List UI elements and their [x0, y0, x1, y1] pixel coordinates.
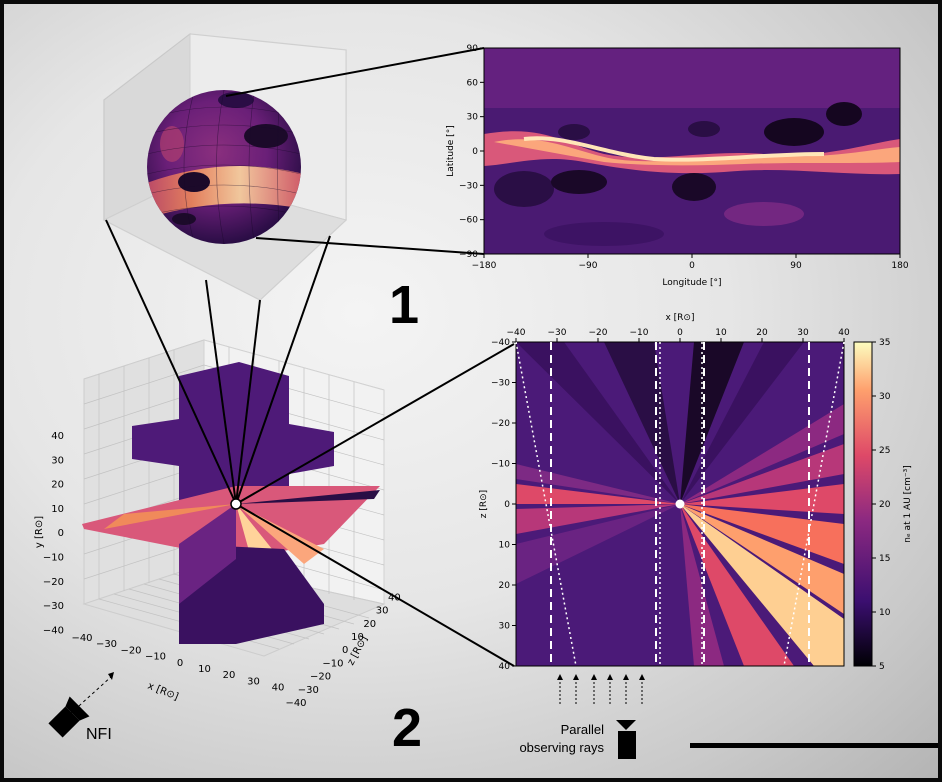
colorbar [853, 341, 873, 667]
slice-ytick-label: 30 [499, 622, 511, 632]
latlon-ytick-label: 90 [467, 44, 479, 54]
latlon-heatmap [483, 47, 901, 255]
cube-ytick-label: −40 [43, 625, 64, 636]
cube-ytick-label: 10 [51, 504, 64, 515]
cube-zlabel: z [R⊙] [346, 634, 371, 667]
slice-ytick-label: 10 [499, 541, 511, 551]
latlon-ylabel: Latitude [°] [446, 125, 456, 176]
nfi-camera-icon [48, 696, 90, 738]
slice-xtick-label: −10 [630, 328, 649, 338]
rays-label-line1: Parallel [560, 722, 604, 737]
cube-3d-axes: 403020100−10−20−30−40−40−30−20−100102030… [43, 431, 401, 709]
slice-xtick-label: 30 [797, 328, 809, 338]
cube-xtick-label: 0 [177, 658, 183, 669]
cube-ytick-label: 30 [51, 455, 64, 466]
slice-xlabel: x [R⊙] [665, 313, 694, 323]
cube-ztick-label: −20 [310, 672, 331, 683]
slice-xtick-label: 10 [715, 328, 727, 338]
slice-xtick-label: −30 [548, 328, 567, 338]
cube-ytick-label: 20 [51, 480, 64, 491]
slice-xtick-label: 20 [756, 328, 768, 338]
slice-cube-3d [82, 219, 515, 667]
slice-ylabel: z [R⊙] [479, 490, 489, 518]
cube-ytick-label: −30 [43, 601, 64, 612]
latlon-xtick-label: −90 [579, 261, 598, 271]
cube-ytick-label: 0 [58, 528, 64, 539]
camera-icon [616, 720, 636, 759]
cube-xtick-label: −10 [145, 652, 166, 663]
divider-bar [690, 743, 938, 748]
latlon-ytick-label: 30 [467, 113, 479, 123]
latlon-xtick-label: −180 [472, 261, 497, 271]
latlon-xlabel: Longitude [°] [662, 278, 721, 288]
camera-label: NFI [86, 726, 112, 743]
cube-ztick-label: 20 [363, 619, 376, 630]
latlon-ytick-label: 60 [467, 78, 479, 88]
cube-ztick-label: −40 [285, 698, 306, 709]
colorbar-label: nₑ at 1 AU [cm⁻³] [903, 465, 913, 543]
slice-xtick-label: −40 [507, 328, 526, 338]
colorbar-tick-label: 35 [879, 338, 890, 348]
latlon-xtick-label: 0 [689, 261, 695, 271]
cube-ztick-label: 10 [351, 632, 364, 643]
slice-ytick-label: 20 [499, 581, 511, 591]
cube-xlabel: x [R⊙] [146, 681, 180, 703]
panel-number-2: 2 [392, 698, 423, 758]
latlon-ytick-label: 0 [472, 147, 478, 157]
cube-ztick-label: −30 [298, 685, 319, 696]
cube-ytick-label: −10 [43, 553, 64, 564]
cube-ztick-label: 30 [376, 606, 389, 617]
cube-ylabel: y [R⊙] [34, 516, 45, 548]
xz-slice-heatmap [515, 341, 845, 667]
slice-axes: −40 −30 −20 −10 0 10 20 30 40 −40 −30 −20 −10 0 10 20 30… [491, 328, 850, 672]
colorbar-tick-label: 15 [879, 554, 890, 564]
sphere-visualization [147, 90, 301, 244]
slice-ytick-label: −40 [491, 338, 510, 348]
cube-xtick-label: −30 [96, 639, 117, 650]
cube-xtick-label: 30 [247, 676, 260, 687]
slice-xtick-label: −20 [589, 328, 608, 338]
cube-xtick-label: 20 [223, 670, 236, 681]
latlon-ytick-label: −60 [459, 216, 478, 226]
latlon-ytick-label: −30 [459, 181, 478, 191]
panel-number-1: 1 [389, 275, 420, 335]
colorbar-tick-label: 10 [879, 608, 891, 618]
cube-ztick-label: 0 [342, 645, 348, 656]
latlon-ytick-label: −90 [459, 250, 478, 260]
cube-ztick-label: 40 [388, 592, 401, 603]
cube-xtick-label: −20 [120, 645, 141, 656]
cube-ytick-label: −20 [43, 577, 64, 588]
colorbar-axes: 35 30 25 20 15 10 5 [872, 338, 891, 672]
rays-label-line2: observing rays [519, 740, 604, 755]
cube-ytick-label: 40 [51, 431, 64, 442]
slice-ytick-label: −30 [491, 379, 510, 389]
slice-xtick-label: 0 [677, 328, 683, 338]
latlon-xtick-label: 180 [891, 261, 908, 271]
colorbar-tick-label: 25 [879, 446, 890, 456]
cube-xtick-label: 40 [272, 683, 285, 694]
nfi-view-arrow [69, 675, 113, 715]
cube-ztick-label: −10 [322, 658, 343, 669]
slice-ytick-label: 0 [504, 500, 510, 510]
colorbar-tick-label: 30 [879, 392, 891, 402]
slice-ytick-label: −20 [491, 419, 510, 429]
cube-xtick-label: 10 [198, 664, 211, 675]
latlon-xtick-label: 90 [790, 261, 802, 271]
slice-ytick-label: −10 [491, 460, 510, 470]
cube-xtick-label: −40 [71, 633, 92, 644]
observing-ray-arrows [559, 678, 643, 704]
slice-xtick-label: 40 [838, 328, 850, 338]
slice-ytick-label: 40 [499, 662, 511, 672]
colorbar-tick-label: 5 [879, 662, 885, 672]
colorbar-tick-label: 20 [879, 500, 891, 510]
